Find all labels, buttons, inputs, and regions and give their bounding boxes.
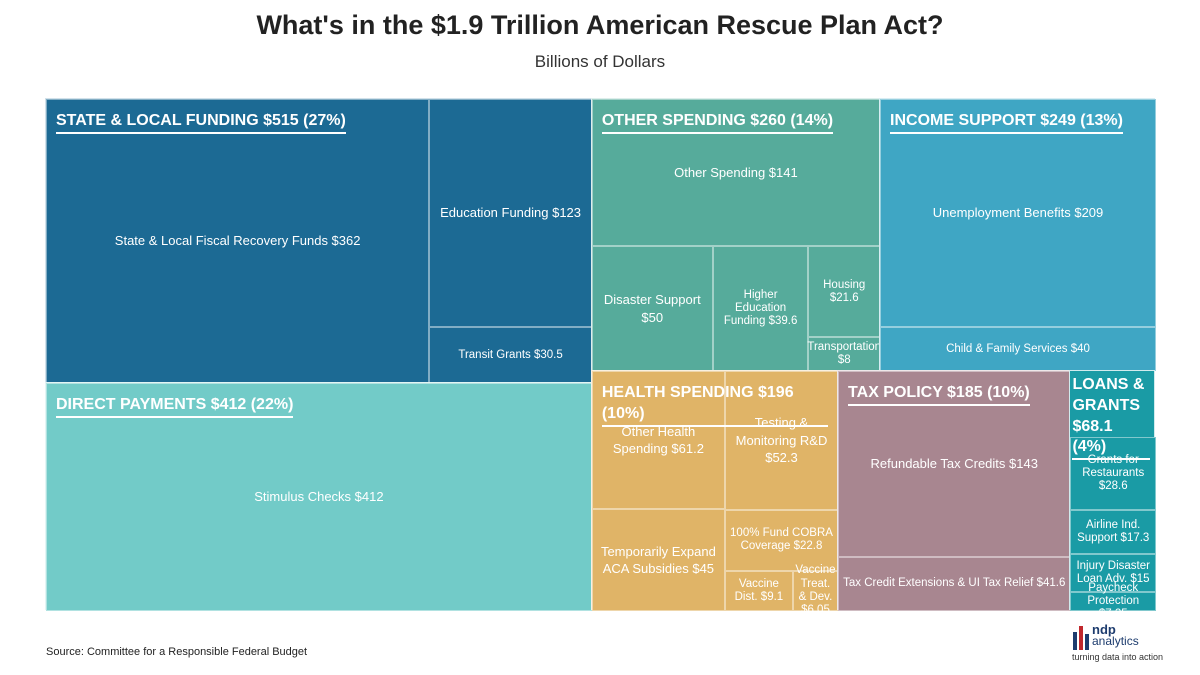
chart-subtitle: Billions of Dollars	[534, 52, 666, 71]
tile: Refundable Tax Credits $143	[838, 371, 1071, 557]
logo-icon	[1073, 626, 1089, 650]
tile: Transportation $8	[807, 337, 881, 371]
chart-title: What's in the $1.9 Trillion American Res…	[256, 10, 944, 40]
group-block: Stimulus Checks $412 DIRECT PAYMENTS $412…	[45, 382, 592, 611]
treemap: State & Local Fiscal Recovery Funds $362…	[45, 98, 1156, 620]
group-block: Other Spending $141 Disaster Support $50 H…	[590, 98, 881, 371]
tile: Injury Disaster Loan Adv. $15	[1070, 554, 1156, 593]
tile: Child & Family Services $40	[880, 327, 1156, 371]
group-label: LOANS & GRANTS $68.1 (4%)	[1072, 375, 1150, 461]
group-block: Other Health Spending $61.2 Testing & Mon…	[590, 370, 839, 616]
group-block: Grants for Restaurants $28.6 Airline Ind.…	[1069, 370, 1156, 620]
tile: Temporarily Expand ACA Subsidies $45	[591, 509, 725, 611]
tile: Vaccine Treat. & Dev. $6.05	[792, 564, 839, 616]
group-label: STATE & LOCAL FUNDING $515 (27%)	[56, 111, 346, 134]
group-label: DIRECT PAYMENTS $412 (22%)	[56, 395, 294, 419]
group-block: Unemployment Benefits $209 Child & Family…	[879, 98, 1156, 371]
tile: Disaster Support $50	[591, 246, 713, 371]
group-label: INCOME SUPPORT $249 (13%)	[890, 111, 1123, 134]
tile: Other Health Spending $61.2	[591, 371, 725, 510]
tile: Housing $21.6	[808, 246, 880, 338]
tile: 100% Fund COBRA Coverage $22.8	[724, 510, 839, 571]
group-label: HEALTH SPENDING $196 (10%)	[601, 383, 829, 427]
tile: Paycheck Protection $7.25	[1070, 582, 1156, 620]
tile: Higher Education Funding $39.6	[712, 246, 809, 371]
logo: ndp analytics turning data into action	[1072, 622, 1182, 666]
tile: Airline Ind. Support $17.3	[1070, 510, 1156, 555]
tile: Grants for Restaurants $28.6	[1070, 437, 1156, 511]
tile: Education Funding $123	[429, 99, 592, 327]
group-label: OTHER SPENDING $260 (14%)	[601, 111, 834, 134]
tile: Stimulus Checks $412	[46, 383, 592, 611]
tile: Tax Credit Extensions & UI Tax Relief $4…	[838, 556, 1071, 611]
group-block: State & Local Fiscal Recovery Funds $362…	[45, 98, 592, 384]
tile: Other Spending $141	[591, 99, 881, 247]
tile: Testing & Monitoring R&D $52.3	[724, 371, 839, 511]
logo-name: ndp	[1092, 622, 1116, 637]
tile: State & Local Fiscal Recovery Funds $362	[46, 99, 430, 384]
tile: Unemployment Benefits $209	[880, 99, 1156, 328]
tile: Vaccine Dist. $9.1	[724, 570, 793, 611]
tile: Transit Grants $30.5	[429, 326, 592, 384]
group-label: TAX POLICY $185 (10%)	[848, 383, 1030, 406]
source-note: Source: Committee for a Responsible Fede…	[46, 646, 308, 658]
group-block: Refundable Tax Credits $143 Tax Credit Ex…	[837, 370, 1071, 611]
logo-tagline: turning data into action	[1072, 652, 1164, 662]
logo-sub: analytics	[1092, 634, 1139, 648]
